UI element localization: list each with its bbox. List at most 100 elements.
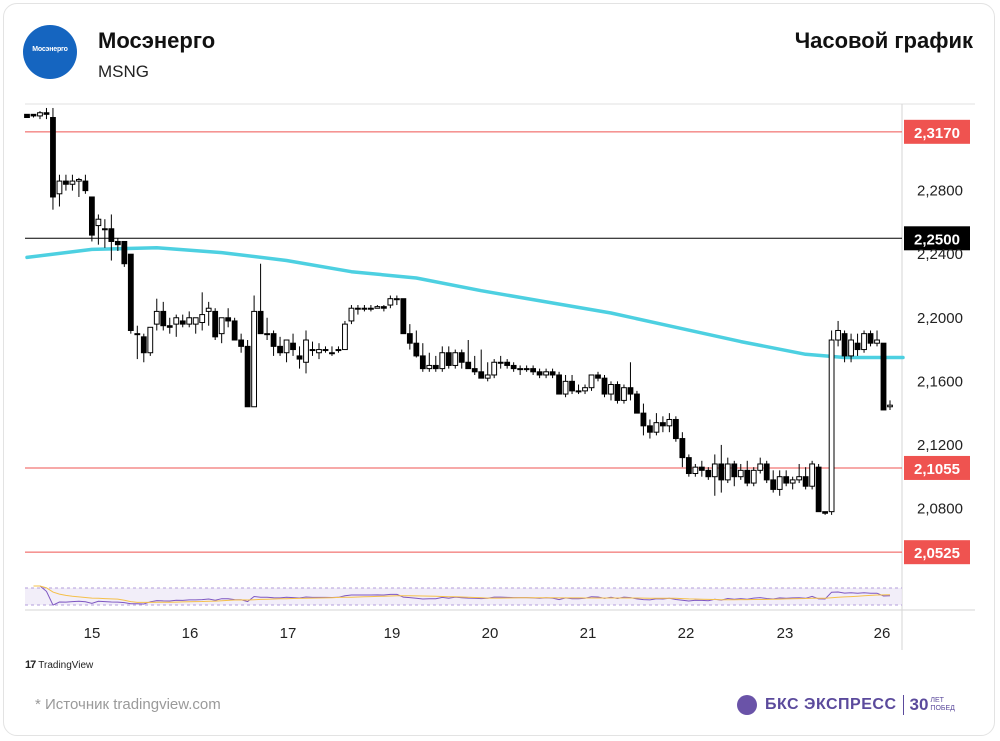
candle-body — [510, 364, 517, 370]
candle-body — [549, 371, 556, 376]
brand-logo: БКС ЭКСПРЕСС 30 лет побед — [737, 693, 955, 717]
candle — [484, 362, 491, 382]
candle-body — [173, 317, 180, 325]
chart-type-title: Часовой график — [794, 28, 973, 53]
candle — [647, 419, 653, 439]
candle — [37, 111, 43, 120]
candle-body — [478, 371, 485, 379]
candle-body — [393, 298, 400, 301]
candle — [731, 460, 738, 487]
candle-body — [406, 333, 413, 344]
candle — [822, 511, 829, 515]
candle-body — [76, 178, 82, 182]
candle — [244, 340, 251, 408]
candle-body — [679, 438, 686, 459]
candle-body — [413, 342, 420, 357]
candle-body — [523, 368, 530, 371]
candle-body — [731, 463, 738, 478]
candle-body — [627, 387, 634, 395]
candle — [621, 384, 627, 404]
candle-body — [43, 112, 50, 115]
candle-body — [802, 476, 809, 487]
candle — [841, 330, 848, 363]
candle-body — [672, 418, 679, 440]
candle-body — [465, 361, 472, 370]
x-tick-label: 15 — [84, 625, 101, 642]
level-label: 2,3170 — [914, 125, 960, 142]
candle — [329, 346, 335, 356]
candle — [796, 463, 803, 484]
candle-body — [614, 384, 621, 401]
candle-body — [283, 339, 290, 354]
candle-body — [757, 463, 764, 471]
candle-body — [264, 333, 270, 336]
candle — [374, 305, 381, 309]
candle-body — [88, 196, 95, 236]
candle — [471, 355, 478, 375]
candle — [543, 368, 549, 379]
candle-body — [634, 393, 640, 414]
brand-separator — [902, 695, 904, 715]
chart-frame — [25, 103, 975, 650]
level-lines: 2,3170 2,2500 2,1055 2,0525 — [25, 119, 970, 565]
company-name: Мосэнерго — [98, 28, 216, 53]
candle-body — [848, 339, 854, 357]
candle-body — [504, 361, 511, 366]
candle — [653, 413, 660, 436]
y-tick-label: 2,2000 — [917, 310, 963, 327]
candle — [510, 362, 517, 372]
candle-body — [335, 349, 342, 352]
candle — [659, 416, 666, 433]
candle-body — [776, 476, 783, 490]
candle — [595, 371, 601, 382]
candle-body — [517, 368, 524, 371]
ticker: MSNG — [98, 62, 149, 81]
rsi-panel — [25, 585, 902, 606]
candle — [95, 214, 102, 245]
candle — [114, 238, 121, 252]
brand-name: БКС ЭКСПРЕСС — [765, 696, 897, 713]
candle — [601, 374, 608, 398]
candle-body — [867, 333, 874, 344]
x-tick-label: 22 — [678, 625, 695, 642]
candle-body — [37, 112, 43, 117]
candle-body — [445, 352, 452, 366]
candle-body — [309, 349, 316, 352]
candle-body — [887, 404, 893, 408]
candle-body — [588, 374, 595, 389]
candle-body — [647, 425, 653, 433]
candle — [783, 470, 790, 487]
candle — [497, 355, 504, 369]
candle-body — [569, 380, 575, 392]
candle-body — [342, 323, 348, 351]
candle — [264, 317, 270, 341]
candle — [225, 308, 232, 328]
candle-body — [95, 218, 102, 227]
level-tag — [904, 119, 970, 144]
candle-body — [432, 364, 439, 370]
x-tick-label: 23 — [777, 625, 794, 642]
candle — [698, 460, 705, 477]
candle-body — [108, 228, 115, 242]
candle-body — [82, 180, 89, 192]
candle — [303, 330, 309, 374]
candle-body — [179, 320, 186, 325]
source-note: * Источник tradingview.com — [35, 696, 221, 713]
y-tick-label: 2,2400 — [917, 246, 963, 263]
y-tick-label: 2,1600 — [917, 373, 963, 390]
candle — [192, 317, 199, 334]
candle — [439, 346, 446, 372]
candle — [426, 352, 433, 372]
candle — [387, 295, 394, 309]
candle-body — [711, 463, 718, 478]
candle-body — [621, 387, 627, 401]
level-label: 2,2500 — [914, 231, 960, 248]
candle — [316, 343, 322, 360]
candle-body — [452, 352, 459, 366]
candle-body — [491, 361, 498, 376]
candle-body — [238, 339, 245, 347]
y-tick-label: 2,2800 — [917, 183, 963, 200]
candle-body — [218, 317, 225, 335]
candle — [108, 214, 115, 261]
candle — [809, 460, 816, 490]
